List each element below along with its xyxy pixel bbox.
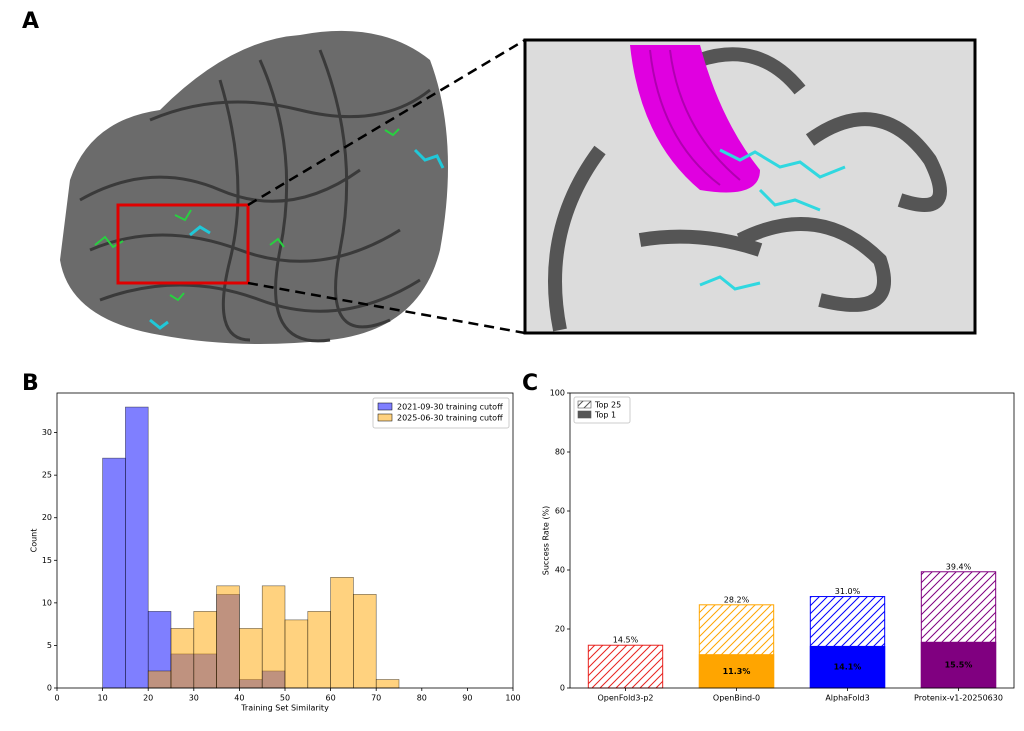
- value-label: 14.1%: [834, 663, 862, 672]
- histogram-bar: [193, 611, 217, 689]
- bar: [920, 641, 997, 689]
- legend-box: [372, 397, 510, 429]
- histogram-bar: [170, 628, 195, 689]
- histogram-bar: [375, 679, 400, 689]
- x-tick-label: 80: [417, 694, 427, 703]
- axes-frame: [569, 392, 1015, 689]
- x-tick-label: 70: [371, 694, 381, 703]
- legend-swatch: [577, 410, 592, 419]
- x-tick-label: 40: [234, 694, 244, 703]
- histogram-bar: [216, 585, 240, 689]
- y-tick-label: 0: [47, 684, 52, 693]
- value-label: 39.4%: [946, 562, 972, 571]
- histogram-bar: [102, 457, 126, 689]
- x-tick-label: 60: [326, 694, 336, 703]
- legend-label: 2025-06-30 training cutoff: [397, 414, 503, 423]
- y-tick-label: 60: [555, 507, 565, 516]
- legend-label: 2021-09-30 training cutoff: [397, 403, 503, 412]
- y-tick-label: 25: [42, 471, 52, 480]
- y-axis-label: Count: [30, 529, 39, 553]
- histogram-bar: [330, 577, 354, 689]
- histogram-bar: [125, 406, 149, 689]
- value-label: 28.2%: [724, 595, 750, 604]
- y-tick-label: 10: [42, 598, 52, 607]
- x-tick-label: 0: [54, 694, 59, 703]
- y-tick-label: 20: [42, 513, 52, 522]
- protein-zoom: [523, 38, 977, 335]
- y-tick-label: 5: [47, 641, 52, 650]
- y-axis-label: Success Rate (%): [542, 506, 551, 575]
- histogram-bar: [239, 628, 263, 689]
- value-label: 11.3%: [723, 667, 751, 676]
- y-tick-label: 15: [42, 556, 52, 565]
- y-tick-label: 20: [555, 625, 565, 634]
- legend-label: Top 1: [594, 411, 616, 420]
- value-label: 15.5%: [945, 661, 973, 670]
- histogram-bar: [261, 585, 286, 689]
- y-tick-label: 80: [555, 448, 565, 457]
- x-tick-label: OpenFold3-p2: [597, 694, 653, 703]
- x-tick-label: 10: [98, 694, 108, 703]
- bar: [809, 645, 886, 689]
- bar: [698, 654, 775, 689]
- legend-label: Top 25: [594, 401, 621, 410]
- value-label: 31.0%: [835, 587, 861, 596]
- legend-swatch: [377, 413, 393, 422]
- value-label: 14.5%: [613, 636, 639, 645]
- y-tick-label: 30: [42, 428, 52, 437]
- x-tick-label: 90: [462, 694, 472, 703]
- histogram-bar: [307, 611, 331, 689]
- y-tick-label: 0: [560, 684, 565, 693]
- x-tick-label: 50: [280, 694, 290, 703]
- x-axis-label: Training Set Similarity: [240, 704, 329, 713]
- bar: [587, 644, 664, 689]
- legend-swatch: [577, 400, 592, 409]
- x-tick-label: OpenBind-0: [713, 694, 760, 703]
- x-tick-label: 100: [505, 694, 520, 703]
- panel-label: A: [22, 9, 39, 34]
- panel-label: C: [522, 371, 538, 396]
- x-tick-label: AlphaFold3: [825, 694, 869, 703]
- histogram-bar: [353, 594, 377, 689]
- y-tick-label: 40: [555, 566, 565, 575]
- histogram-bar: [284, 619, 309, 689]
- y-tick-label: 100: [550, 389, 565, 398]
- protein-overview: [60, 30, 526, 345]
- panel-label: B: [22, 371, 39, 396]
- x-tick-label: 20: [143, 694, 153, 703]
- legend-swatch: [377, 402, 393, 411]
- histogram-bar: [147, 670, 172, 689]
- x-tick-label: 30: [189, 694, 199, 703]
- x-tick-label: Protenix-v1-20250630: [914, 694, 1003, 703]
